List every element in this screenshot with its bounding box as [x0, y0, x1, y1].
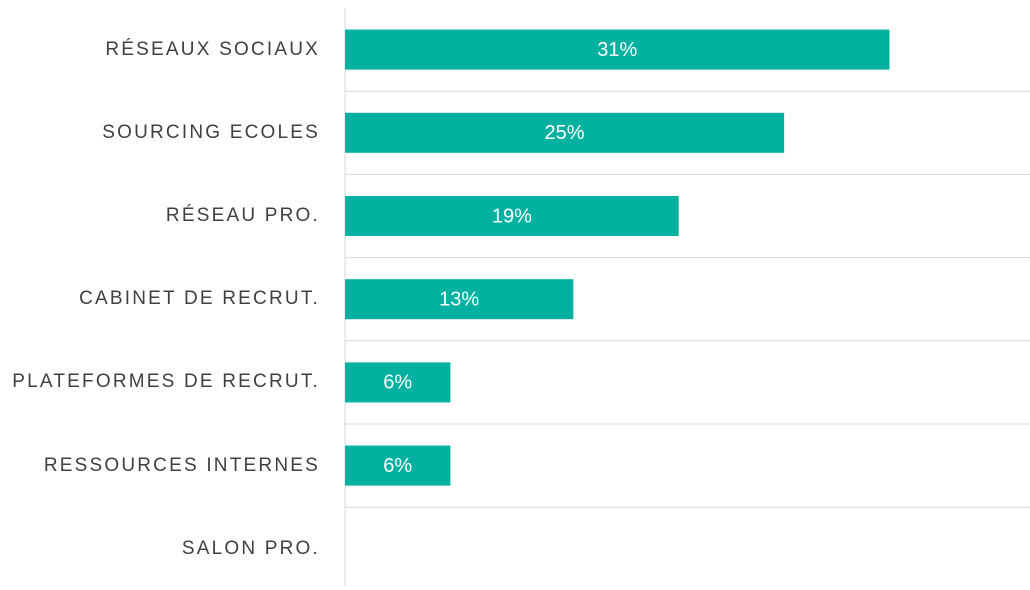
bar — [345, 445, 451, 486]
category-label-box: PLATEFORMES DE RECRUT. — [0, 341, 320, 424]
bar — [345, 362, 451, 403]
category-label: SOURCING ECOLES — [102, 121, 320, 143]
category-label: PLATEFORMES DE RECRUT. — [12, 371, 320, 393]
category-label-box: SOURCING ECOLES — [0, 91, 320, 174]
category-label: CABINET DE RECRUT. — [79, 288, 320, 310]
category-label: RESSOURCES INTERNES — [43, 454, 320, 476]
value-label: 13% — [439, 288, 479, 310]
value-label: 6% — [383, 455, 412, 477]
category-label: SALON PRO. — [181, 537, 320, 559]
category-label: RÉSEAUX SOCIAUX — [105, 38, 320, 60]
value-label: 31% — [597, 39, 637, 61]
value-label: 19% — [492, 205, 532, 227]
bar — [345, 29, 890, 70]
category-label-box: SALON PRO. — [0, 507, 320, 590]
bar — [345, 112, 785, 153]
category-label-box: RESSOURCES INTERNES — [0, 424, 320, 507]
value-label: 25% — [545, 122, 585, 144]
category-label-box: RÉSEAU PRO. — [0, 174, 320, 257]
category-label: RÉSEAU PRO. — [165, 205, 320, 227]
category-label-box: RÉSEAUX SOCIAUX — [0, 8, 320, 91]
bar — [345, 279, 574, 320]
value-label: 6% — [383, 372, 412, 394]
bar — [345, 196, 679, 236]
category-label-box: CABINET DE RECRUT. — [0, 258, 320, 341]
